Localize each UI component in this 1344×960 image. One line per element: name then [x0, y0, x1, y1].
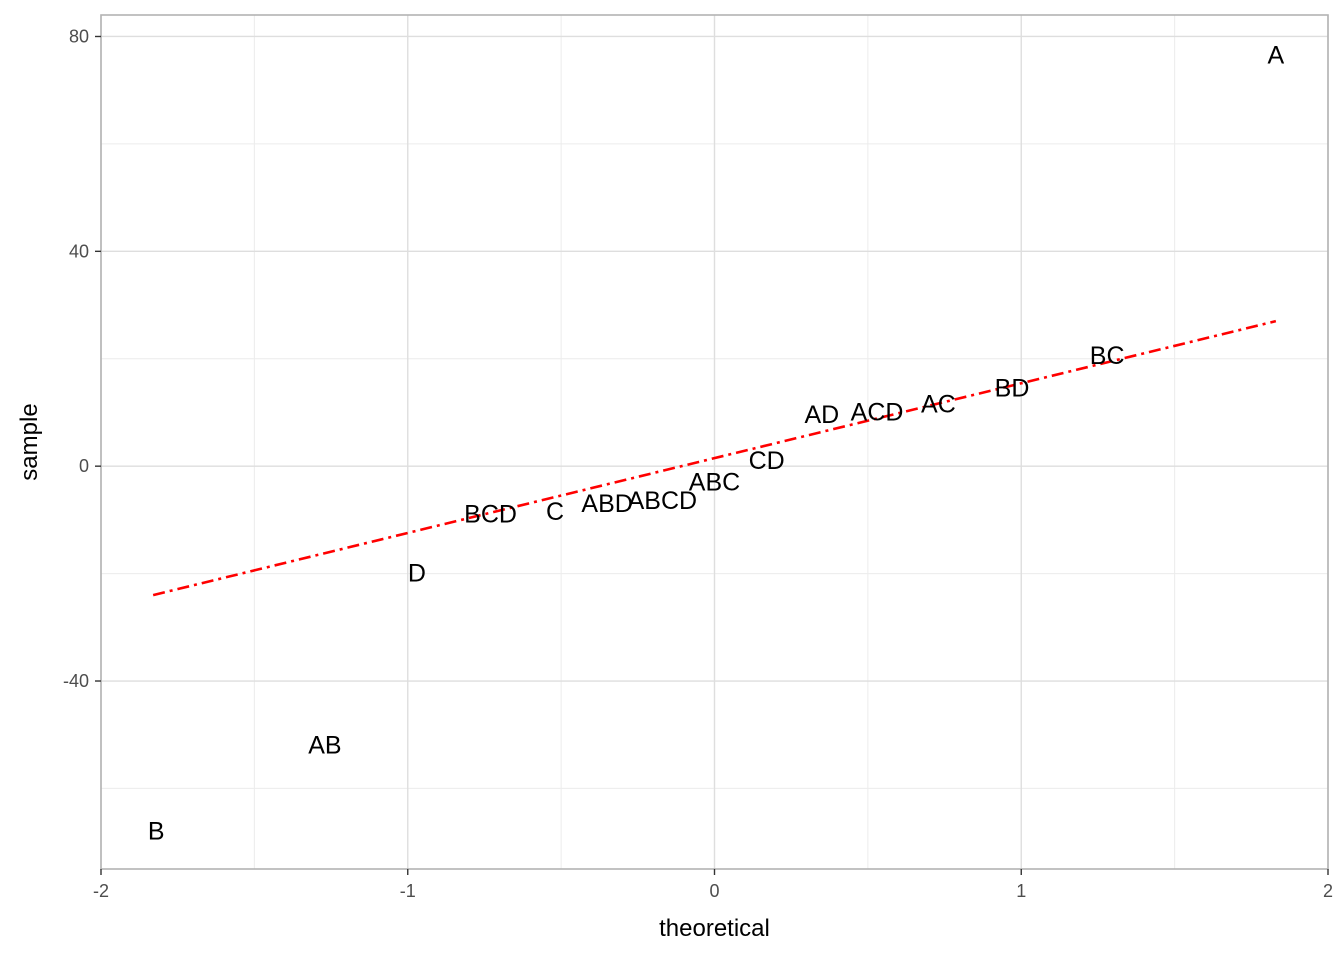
- y-axis-title: sample: [16, 403, 43, 480]
- point-label-abd: ABD: [581, 490, 632, 518]
- reference-line-group: [152, 319, 1277, 597]
- point-label-ad: AD: [804, 401, 839, 429]
- x-axis-title: theoretical: [659, 915, 770, 942]
- reference-line: [152, 319, 1277, 597]
- major-gridlines: [100, 15, 1329, 869]
- x-axis-ticks: -2 -1 0 1 2: [93, 869, 1333, 901]
- x-tick-label: 2: [1323, 881, 1333, 901]
- point-label-b: B: [148, 817, 165, 845]
- x-tick-label: 0: [709, 881, 719, 901]
- point-label-bcd: BCD: [464, 501, 517, 529]
- point-label-cd: CD: [749, 447, 785, 475]
- x-tick-label: -1: [400, 881, 416, 901]
- point-label-acd: ACD: [851, 398, 904, 426]
- point-label-bc: BC: [1090, 342, 1125, 370]
- point-label-c: C: [546, 498, 564, 526]
- point-label-ac: AC: [921, 390, 956, 418]
- x-tick-label: -2: [93, 881, 109, 901]
- point-label-abcd: ABCD: [628, 487, 697, 515]
- y-tick-label: 80: [69, 26, 89, 46]
- x-tick-label: 1: [1016, 881, 1026, 901]
- point-label-bd: BD: [995, 374, 1030, 402]
- point-label-ab: AB: [308, 731, 341, 759]
- y-tick-label: -40: [63, 671, 89, 691]
- y-tick-label: 0: [79, 456, 89, 476]
- point-label-abc: ABC: [689, 468, 740, 496]
- point-label-d: D: [408, 560, 426, 588]
- point-label-a: A: [1268, 41, 1285, 69]
- y-axis-ticks: -40 0 40 80: [63, 26, 101, 691]
- y-tick-label: 40: [69, 241, 89, 261]
